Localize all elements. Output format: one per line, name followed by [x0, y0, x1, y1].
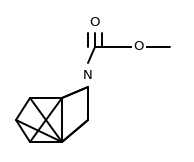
Text: O: O: [90, 16, 100, 29]
Text: N: N: [83, 69, 93, 81]
Text: O: O: [134, 40, 144, 53]
